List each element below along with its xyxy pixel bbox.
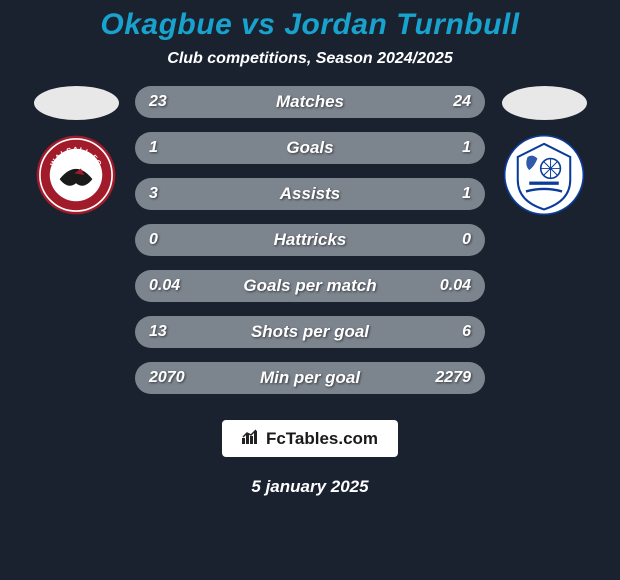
stat-row-goals: 1 Goals 1: [135, 132, 485, 164]
stat-left-value: 23: [149, 93, 167, 111]
fctables-badge[interactable]: FcTables.com: [222, 420, 398, 457]
stat-label: Min per goal: [260, 368, 360, 388]
stat-left-value: 3: [149, 185, 158, 203]
stat-right-value: 0.04: [440, 277, 471, 295]
page-title: Okagbue vs Jordan Turnbull: [100, 8, 519, 42]
player-left-photo: [34, 86, 119, 120]
stat-label: Assists: [280, 184, 340, 204]
club-badge-right: [503, 134, 585, 216]
walsall-badge-icon: WALSALL FC: [35, 134, 117, 216]
stat-right-value: 6: [462, 323, 471, 341]
stat-row-goals-per-match: 0.04 Goals per match 0.04: [135, 270, 485, 302]
stat-left-value: 13: [149, 323, 167, 341]
stat-right-value: 1: [462, 139, 471, 157]
date-text: 5 january 2025: [251, 477, 368, 497]
stat-right-value: 2279: [435, 369, 471, 387]
stat-label: Matches: [276, 92, 344, 112]
tranmere-badge-icon: [503, 134, 585, 216]
stat-row-min-per-goal: 2070 Min per goal 2279: [135, 362, 485, 394]
stat-label: Goals: [286, 138, 333, 158]
stat-label: Hattricks: [274, 230, 347, 250]
main-row: WALSALL FC 23 Matches 24 1 Goals 1 3 Ass…: [0, 86, 620, 394]
stats-column: 23 Matches 24 1 Goals 1 3 Assists 1 0 Ha…: [135, 86, 485, 394]
player-right-column: [499, 86, 589, 216]
stat-label: Shots per goal: [251, 322, 369, 342]
stat-row-matches: 23 Matches 24: [135, 86, 485, 118]
stat-row-hattricks: 0 Hattricks 0: [135, 224, 485, 256]
stat-right-value: 1: [462, 185, 471, 203]
stat-left-value: 1: [149, 139, 158, 157]
chart-icon: [242, 428, 260, 449]
comparison-infographic: Okagbue vs Jordan Turnbull Club competit…: [0, 0, 620, 580]
stat-right-value: 0: [462, 231, 471, 249]
player-left-column: WALSALL FC: [31, 86, 121, 216]
stat-left-value: 0: [149, 231, 158, 249]
player-right-photo: [502, 86, 587, 120]
stat-row-assists: 3 Assists 1: [135, 178, 485, 210]
stat-row-shots-per-goal: 13 Shots per goal 6: [135, 316, 485, 348]
subtitle: Club competitions, Season 2024/2025: [167, 50, 452, 68]
stat-label: Goals per match: [243, 276, 376, 296]
club-badge-left: WALSALL FC: [35, 134, 117, 216]
stat-right-value: 24: [453, 93, 471, 111]
fctables-label: FcTables.com: [266, 429, 378, 449]
stat-left-value: 0.04: [149, 277, 180, 295]
stat-left-value: 2070: [149, 369, 185, 387]
